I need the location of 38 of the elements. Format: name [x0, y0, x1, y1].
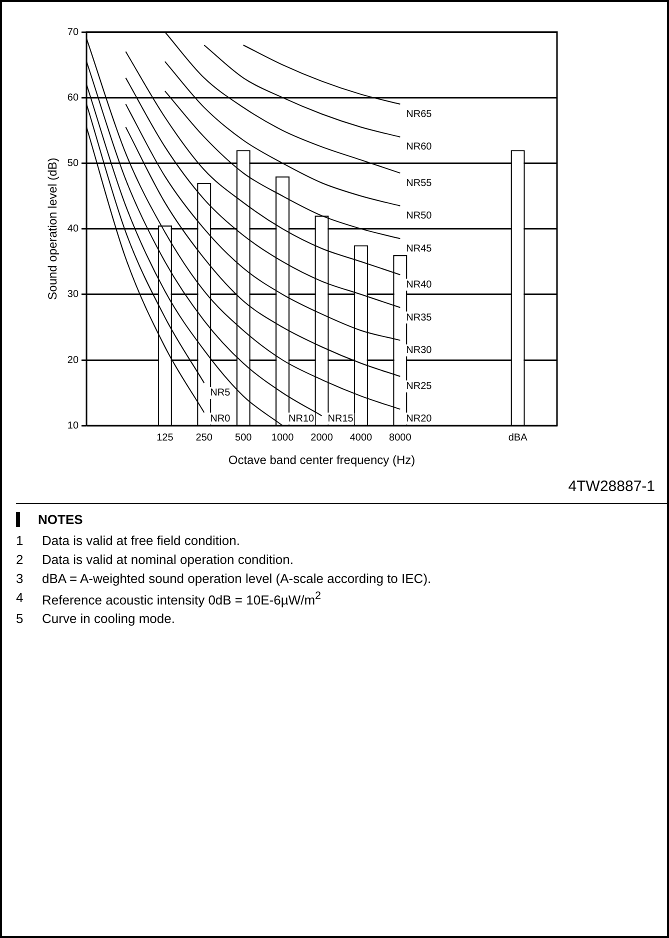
x-tick-label: 500 [235, 432, 252, 444]
series-label: NR5 [210, 388, 231, 399]
series-label: NR65 [406, 108, 432, 120]
x-tick-label: 2000 [310, 432, 334, 444]
x-tick-label: 1000 [271, 432, 294, 444]
y-tick-label: 30 [67, 289, 79, 300]
text: 1 Data is valid at free field condition. [16, 533, 240, 548]
text: 5 Curve in cooling mode. [16, 611, 175, 626]
series-label: NR50 [406, 210, 432, 222]
y-tick-label: 50 [67, 158, 79, 169]
x-axis-title: Octave band center frequency (Hz) [228, 453, 416, 468]
y-tick-label: 10 [67, 420, 79, 432]
y-tick-label: 40 [67, 224, 79, 235]
y-tick-label: 60 [67, 92, 79, 104]
series-label: NR60 [406, 142, 432, 153]
x-tick-label: 125 [156, 432, 174, 444]
text: 2 Data is valid at nominal operation condition. [16, 552, 294, 567]
series-label: NR55 [406, 178, 432, 189]
y-tick-label: 70 [67, 26, 79, 38]
y-tick-label: 20 [67, 354, 79, 366]
series-label: NR20 [406, 413, 432, 424]
x-tick-label: 250 [196, 432, 213, 444]
series-label: NR15 [328, 413, 354, 424]
series-label: NR35 [406, 312, 432, 324]
series-label: NR40 [406, 279, 432, 290]
x-tick-label: 4000 [350, 432, 373, 444]
series-label: NR10 [288, 413, 315, 424]
series-label: NR45 [406, 243, 432, 254]
x-tick-label: dBA [508, 432, 528, 444]
text: 4 Reference acoustic intensity 0dB = 10E-6µW/m$^{2}$ [16, 590, 322, 608]
series-label: NR25 [406, 381, 432, 392]
text: 4TW28887-1 [567, 478, 655, 495]
series-label: NR0 [210, 413, 231, 424]
x-tick-label: 8000 [389, 432, 412, 444]
text: 3 dBA = A-weighted sound operation level (A-scale according to IEC). [16, 571, 432, 586]
y-axis-title: Sound operation level (dB) [46, 158, 60, 300]
text: NOTES [16, 512, 667, 527]
series-label: NR30 [406, 345, 432, 356]
